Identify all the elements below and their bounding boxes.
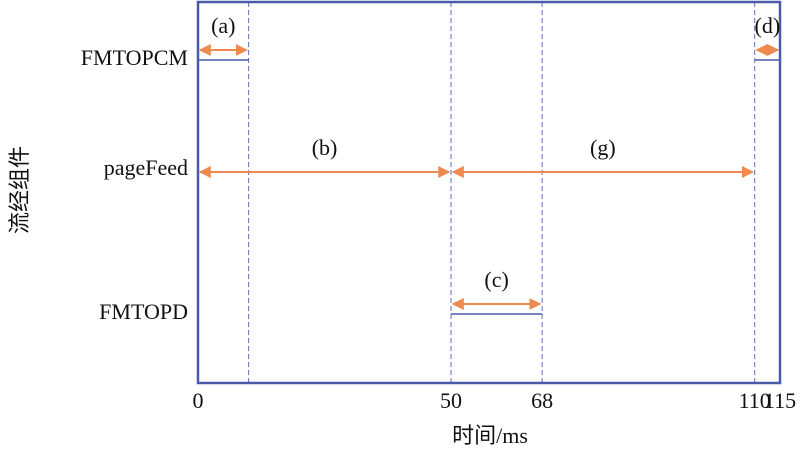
- x-tick-label: 115: [764, 388, 796, 413]
- span-label: (g): [590, 135, 616, 160]
- span-label: (a): [211, 13, 235, 38]
- x-tick-label: 68: [531, 388, 553, 413]
- x-axis-label: 时间/ms: [452, 423, 528, 448]
- x-tick-label: 50: [440, 388, 462, 413]
- row-label: FMTOPD: [99, 299, 188, 324]
- row-label: FMTOPCM: [81, 45, 188, 70]
- span-label: (b): [312, 135, 338, 160]
- span-label: (c): [484, 267, 508, 292]
- x-tick-label: 110: [739, 388, 771, 413]
- row-label: pageFeed: [104, 155, 188, 180]
- y-axis-label: 流经组件: [7, 146, 32, 234]
- x-tick-label: 0: [193, 388, 204, 413]
- span-label: (d): [755, 13, 781, 38]
- frame: [196, 0, 782, 385]
